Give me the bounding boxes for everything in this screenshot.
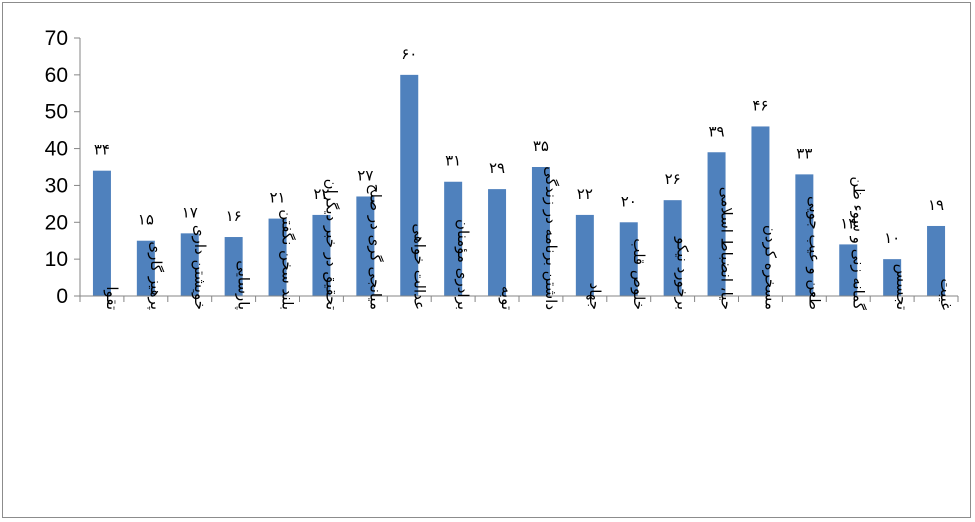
category-label: تقوا xyxy=(103,286,121,310)
bar xyxy=(224,237,243,296)
category-label: تجسس xyxy=(893,264,911,310)
data-label: ۱۹ xyxy=(928,196,944,214)
data-label: ۲۱ xyxy=(269,189,285,207)
category-label: تحقیق در خبر دیگران xyxy=(322,179,340,310)
bar xyxy=(312,214,331,296)
data-label: ۳۱ xyxy=(445,152,461,170)
data-label: ۲۰ xyxy=(621,192,637,210)
category-label: حیا، انضباط اسلامی xyxy=(718,187,736,310)
bar xyxy=(444,181,463,296)
data-label: ۲۹ xyxy=(489,159,505,177)
x-axis-labels: تقوا پرهیز گاری خویشتن داری پارسایی بلند سخن… xyxy=(103,166,955,311)
bar xyxy=(92,170,111,296)
data-label: ۲۲ xyxy=(577,185,593,203)
category-label: پرهیز گاری xyxy=(146,241,165,310)
bar xyxy=(751,126,770,296)
data-label: ۲۲ xyxy=(313,185,329,203)
category-label: بلند سخن نگفتن xyxy=(279,209,297,310)
bar xyxy=(575,214,594,296)
data-label: ۳۳ xyxy=(796,144,812,162)
data-label: ۱۷ xyxy=(182,203,198,221)
data-label: ۲۷ xyxy=(357,166,373,184)
category-label: توبه xyxy=(498,286,516,310)
category-label: خلوص قلب xyxy=(630,238,648,310)
category-label: عدالت خواهی xyxy=(410,223,428,310)
axes xyxy=(79,38,959,302)
category-label: پارسایی xyxy=(234,260,253,310)
category-label: برادری مؤمنان xyxy=(454,219,472,310)
category-label: برخورد نیکو xyxy=(674,236,692,310)
bar xyxy=(180,233,199,296)
y-tick-label: 30 xyxy=(45,174,68,197)
category-label: غیبت xyxy=(937,278,955,310)
bar xyxy=(400,74,419,296)
data-label: ۲۶ xyxy=(665,170,681,188)
y-tick-label: 20 xyxy=(45,211,68,234)
data-label: ۱۵ xyxy=(138,211,154,229)
bar xyxy=(619,222,638,296)
bar xyxy=(707,152,726,296)
bar xyxy=(927,225,946,296)
data-label: ۳۴ xyxy=(94,141,110,159)
data-label: ۱۰ xyxy=(884,229,900,247)
category-label: طعن و عیب جویی xyxy=(805,196,823,310)
data-label: ۱۶ xyxy=(226,207,242,225)
data-label: ۱۴ xyxy=(840,214,856,232)
bar xyxy=(356,196,375,296)
bar xyxy=(531,167,550,296)
bar xyxy=(136,240,155,296)
bar xyxy=(663,200,682,296)
bar xyxy=(883,259,902,296)
category-label: مسخره کردن xyxy=(761,225,779,310)
data-labels: ۳۴ ۱۵ ۱۷ ۱۶ ۲۱ ۲۲ ۲۷ ۶۰ ۳۱ ۲۹ ۳۵ ۲۲ ۲۰ ۲۶ ۳۹ ۴۶ ۳۳ ۱۴ ۱۰ ۱۹ xyxy=(94,45,944,247)
y-tick-label: 70 xyxy=(45,27,68,50)
y-tick-label: 60 xyxy=(45,64,68,87)
data-label: ۳۵ xyxy=(533,137,549,155)
bar xyxy=(795,174,814,296)
bars xyxy=(92,74,946,296)
category-label: میانجی گری در صلح xyxy=(366,184,384,310)
y-axis-ticks: 0 10 20 30 40 50 60 70 xyxy=(45,27,80,308)
data-label: ۳۹ xyxy=(708,122,724,140)
y-tick-label: 50 xyxy=(45,101,68,124)
data-label: ۶۰ xyxy=(401,45,417,63)
category-label: خویشتن داری xyxy=(191,225,209,310)
category-label: داشتن برنامه در زندگی xyxy=(542,166,560,310)
category-label: جهاد xyxy=(586,283,604,310)
y-tick-label: 10 xyxy=(45,248,68,271)
bar xyxy=(488,189,507,296)
data-label: ۴۶ xyxy=(752,96,768,114)
y-tick-label: 40 xyxy=(45,138,68,161)
y-tick-label: 0 xyxy=(56,285,68,308)
bar xyxy=(268,218,287,296)
category-label: گمانه زنی و سوء ظن xyxy=(849,176,867,310)
bar xyxy=(839,244,858,296)
